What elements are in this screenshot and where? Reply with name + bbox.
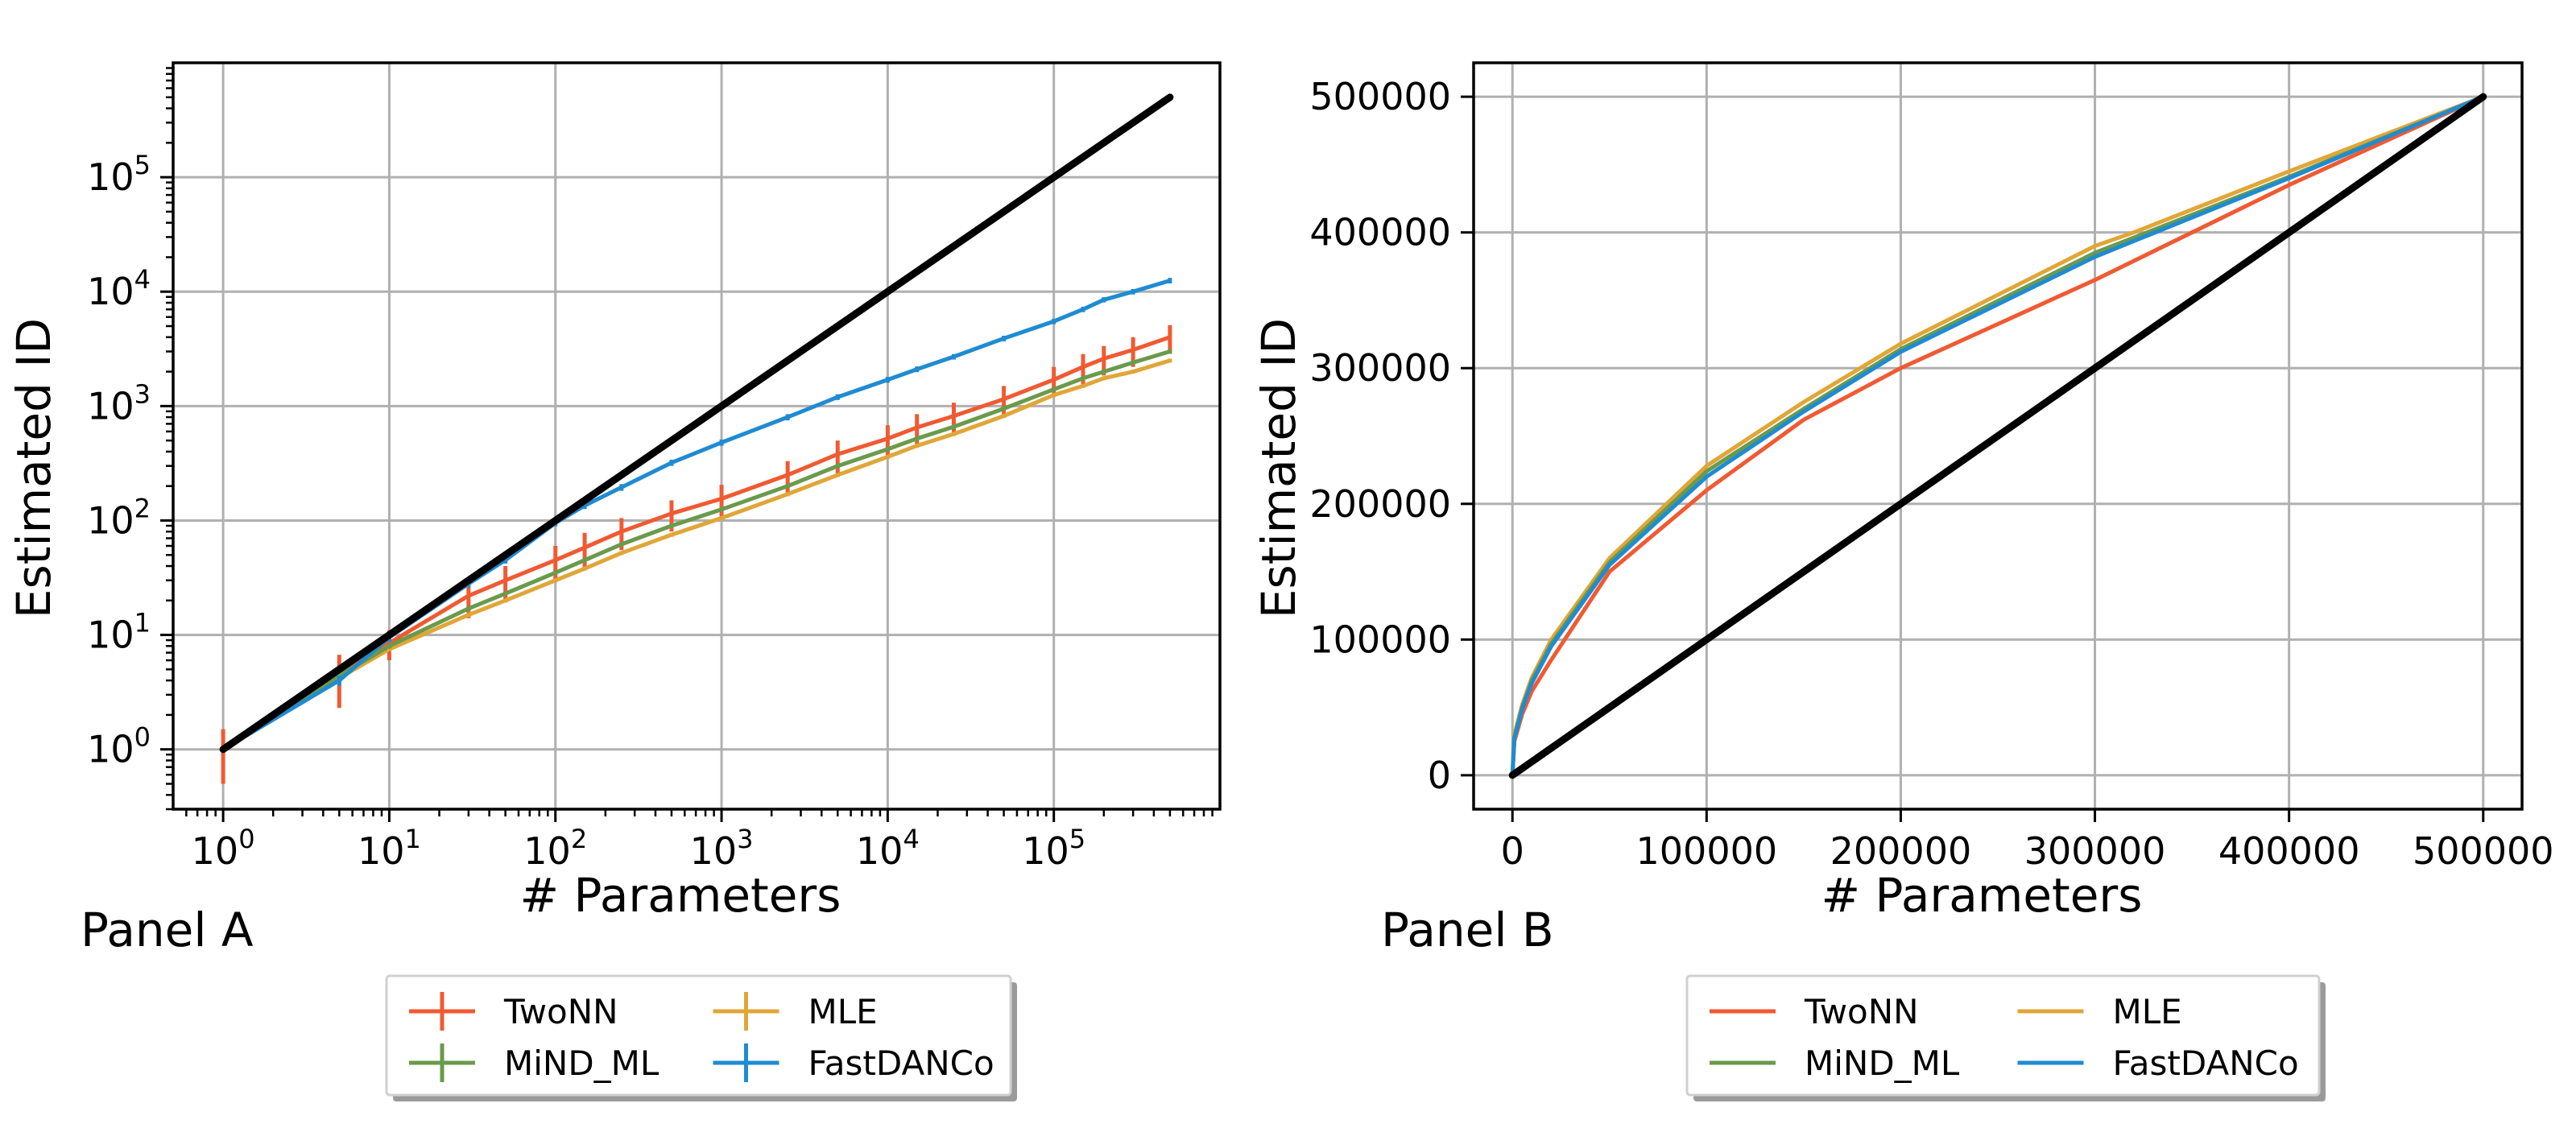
axis-ticks: 0 100000 200000 300000 400000 500000 0 100000 20… [1309,75,2553,873]
series-fastdanco [221,278,1172,752]
plot-area [219,93,1174,784]
panel-label: Panel A [81,903,254,957]
legend-item-mle: MLE [713,992,878,1031]
legend-item-mind-ml: MiND_ML [409,1043,660,1083]
series-line-fastdanco [1510,94,2484,776]
series-line-mind-ml [221,349,1171,751]
y-axis-label: Estimated ID [1251,318,1306,618]
y-tick-label: 104 [87,264,151,313]
series-fastdanco [1510,94,2484,776]
panel-label: Panel B [1381,903,1554,957]
plot-frame [1472,61,2524,811]
panel-a-chart: 100 101 102 103 104 105 100 101 102 103 104 105 # Pa… [6,61,1222,1101]
x-tick-label: 400000 [2218,829,2360,873]
legend-item-twonn: TwoNN [409,992,618,1031]
plot-area [1508,93,2487,779]
x-tick-label: 500000 [2413,829,2554,873]
legend-label: MiND_ML [1805,1043,1960,1083]
legend-box [385,974,1012,1097]
x-tick-label: 200000 [1830,829,1972,873]
panel-b-chart: 0 100000 200000 300000 400000 500000 0 100000 20… [1251,61,2554,1101]
x-tick-label: 0 [1501,829,1524,873]
legend: TwoNN MiND_ML MLE FastDANCo [385,974,1017,1101]
legend-label: FastDANCo [2113,1043,2299,1083]
series-line-mle [221,358,1171,751]
y-tick-label: 0 [1428,754,1451,797]
y-axis-label: Estimated ID [6,318,61,618]
y-tick-label: 400000 [1309,211,1451,254]
y-tick-label: 102 [87,493,151,542]
legend-label: TwoNN [1804,992,1919,1031]
y-tick-label: 200000 [1309,482,1451,526]
legend: TwoNN MiND_ML MLE FastDANCo [1685,974,2326,1101]
plot-frame [172,61,1222,811]
gridlines [1474,63,2522,809]
identity-line [1508,93,2487,779]
legend-label: FastDANCo [808,1043,994,1083]
y-tick-label: 105 [87,150,151,199]
series-line-fastdanco [221,279,1171,751]
y-tick-label: 300000 [1309,346,1451,390]
x-axis-label: # Parameters [1821,868,2142,923]
x-tick-label: 100000 [1636,829,1778,873]
x-tick-label: 104 [856,824,920,873]
legend-box [1685,974,2321,1097]
series-mle [221,358,1172,752]
legend-label: MiND_ML [504,1043,660,1083]
x-tick-label: 300000 [2024,829,2166,873]
x-tick-label: 100 [192,824,255,873]
y-tick-label: 500000 [1309,75,1451,118]
legend-label: MLE [808,992,878,1031]
identity-line [219,93,1174,754]
axis-ticks: 100 101 102 103 104 105 100 101 102 103 104 105 [87,150,1085,873]
x-axis-label: # Parameters [519,868,841,923]
y-tick-label: 101 [87,608,151,657]
x-tick-label: 105 [1022,824,1085,873]
legend-label: MLE [2113,992,2182,1031]
legend-item-mind-ml: MiND_ML [1710,1043,1960,1083]
series-mind-ml [221,349,1172,752]
series-twonn [221,324,1172,784]
x-tick-label: 101 [358,824,421,873]
legend-item-twonn: TwoNN [1710,992,1919,1031]
x-tick-label: 102 [523,824,587,873]
legend-item-mle: MLE [2017,992,2182,1031]
legend-item-fastdanco: FastDANCo [713,1043,994,1083]
y-tick-label: 103 [87,378,151,428]
legend-item-fastdanco: FastDANCo [2017,1043,2299,1083]
y-tick-label: 100 [87,722,151,771]
y-tick-label: 100000 [1309,618,1451,661]
x-tick-label: 103 [690,824,754,873]
legend-label: TwoNN [503,992,618,1031]
